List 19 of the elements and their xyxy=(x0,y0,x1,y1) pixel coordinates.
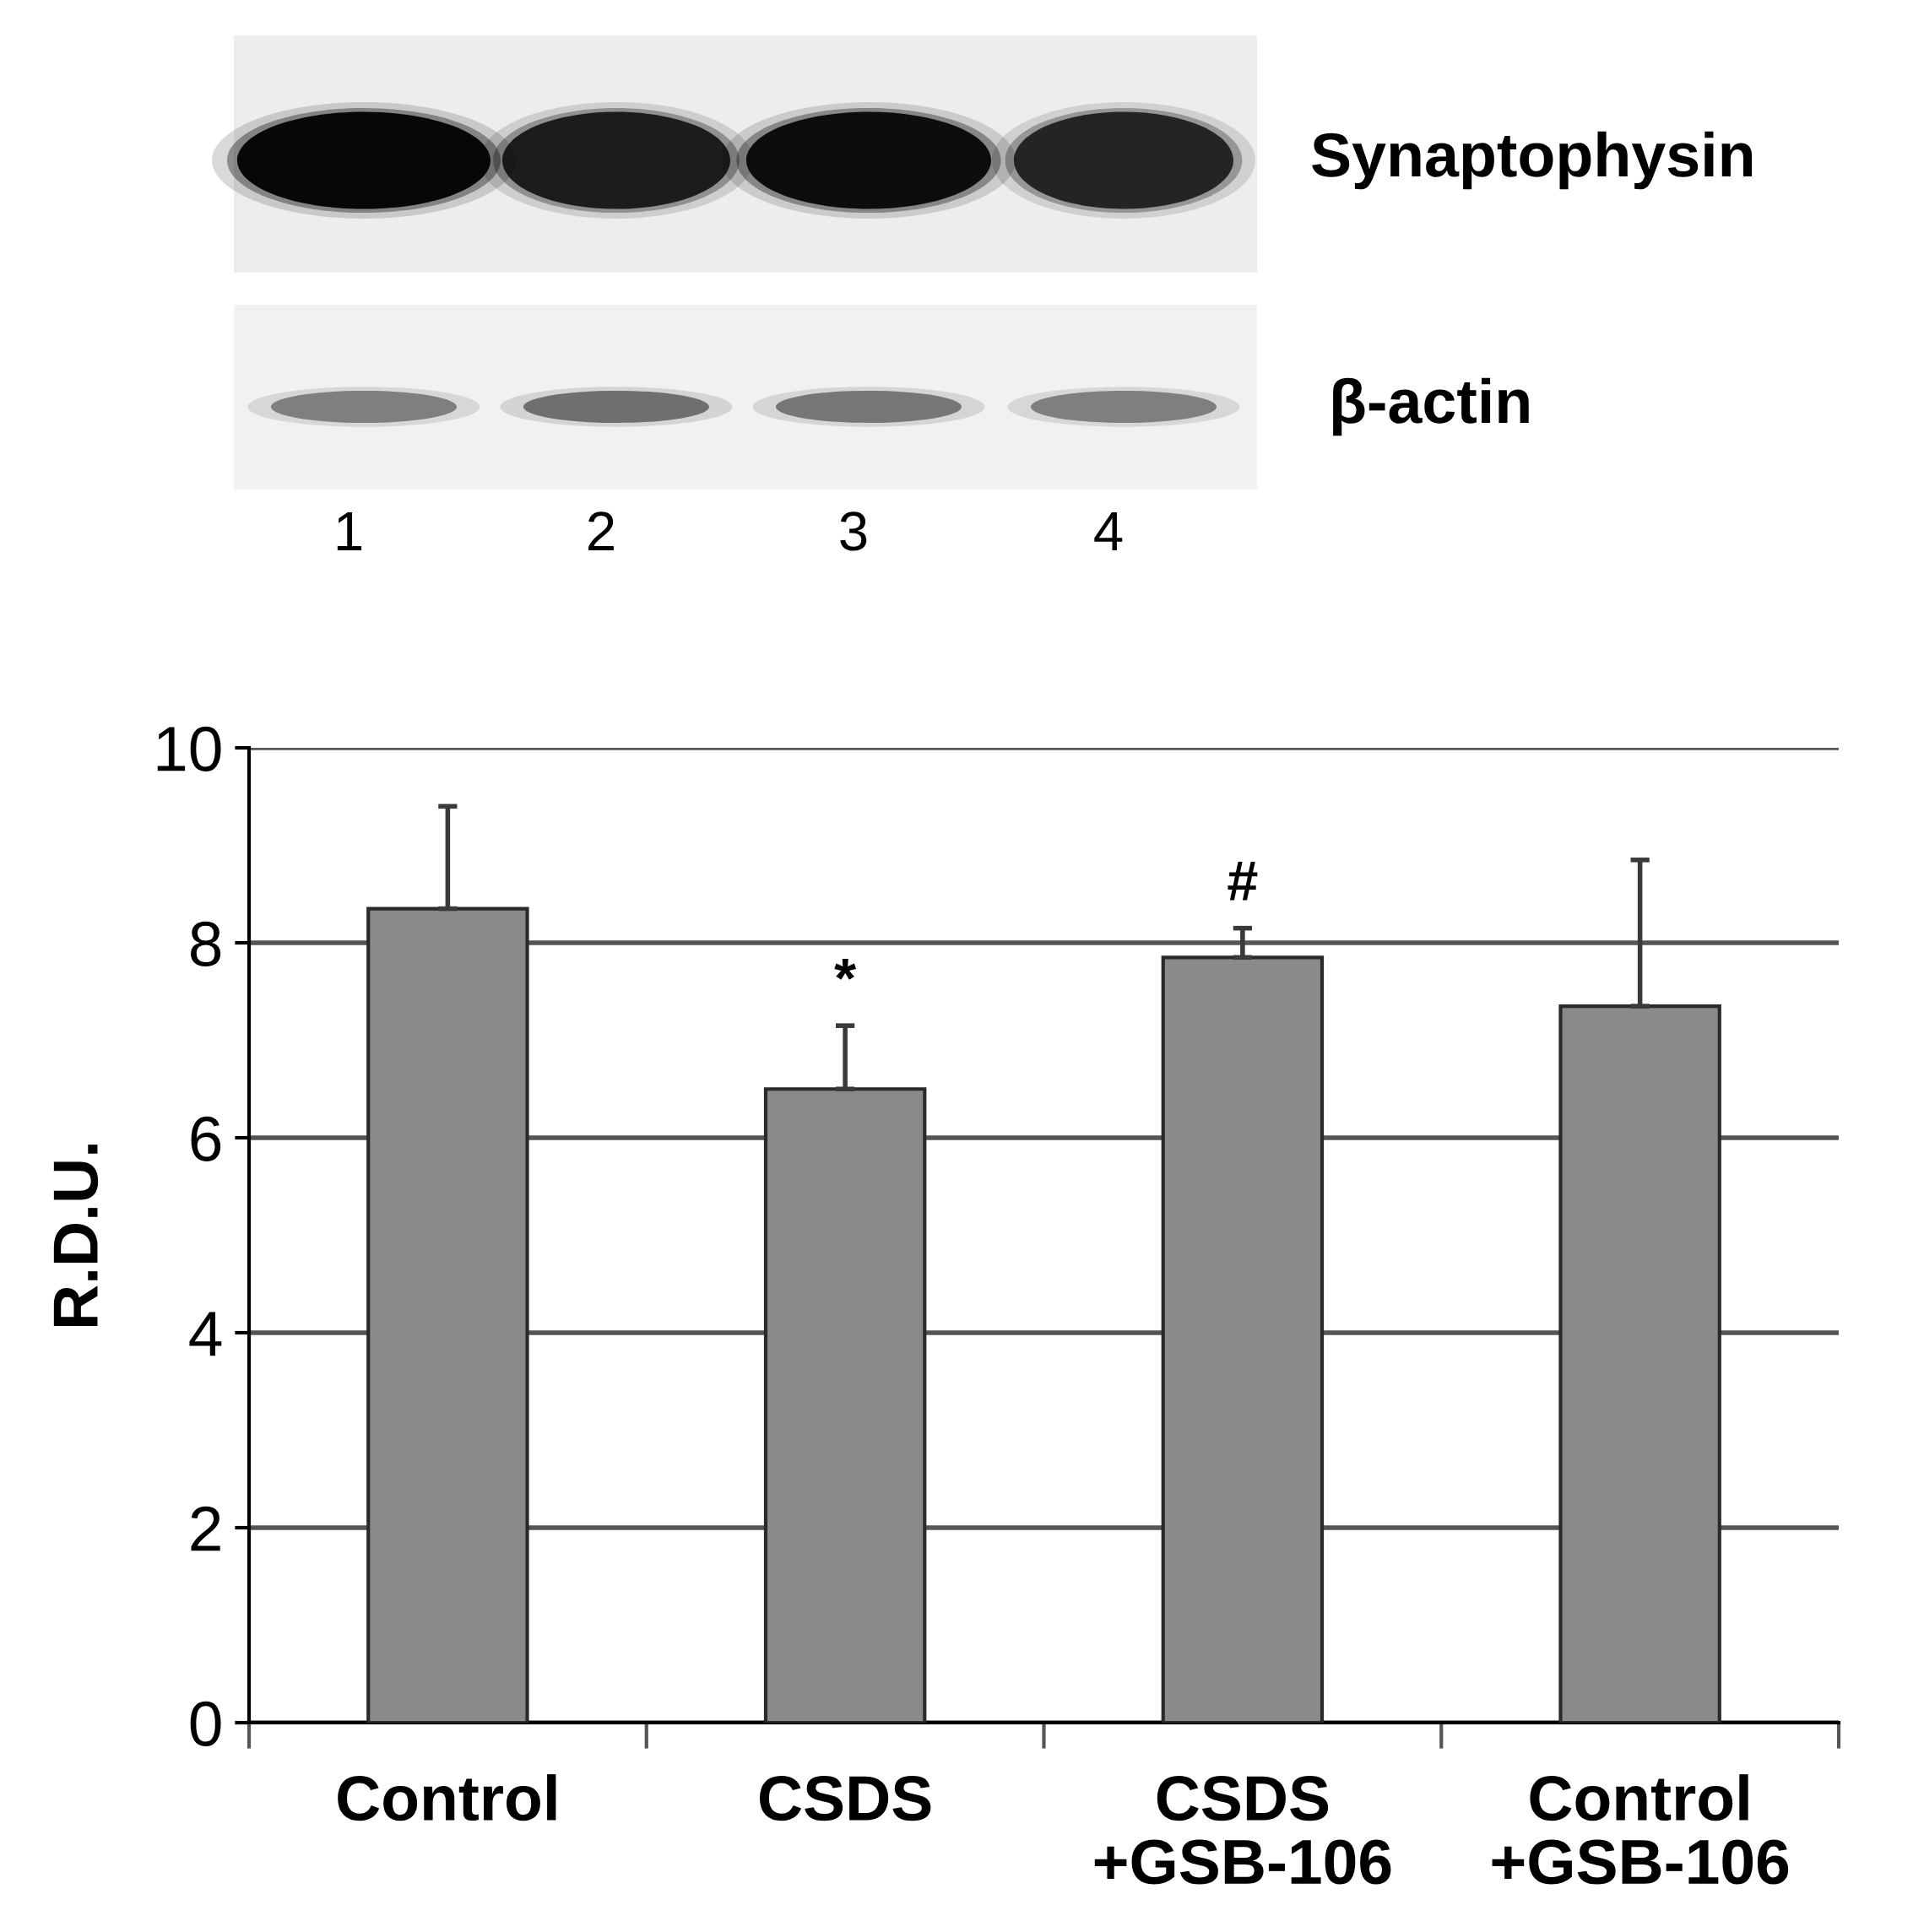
annotation: * xyxy=(834,959,857,980)
y-tick-label: 8 xyxy=(191,921,221,966)
text: β-actin xyxy=(1333,377,1529,436)
y-tick-label: 10 xyxy=(157,726,221,771)
text: 2 xyxy=(588,511,614,550)
text: 1 xyxy=(337,511,361,550)
x-tick-label: CSDS +GSB-106 xyxy=(1094,1776,1391,1885)
y-axis-title: R.D.U. xyxy=(53,1145,99,1326)
annotation: # xyxy=(1228,861,1258,901)
text: 3 xyxy=(840,511,867,551)
y-tick-label: 0 xyxy=(190,1701,221,1746)
x-tick-label: Control +GSB-106 xyxy=(1492,1774,1789,1885)
y-tick-label: 2 xyxy=(191,1506,220,1551)
text: Synaptophysin xyxy=(1312,131,1753,190)
text: 4 xyxy=(1094,511,1123,550)
y-tick-label: 6 xyxy=(191,1116,221,1161)
x-tick-label: CSDS xyxy=(760,1776,931,1821)
y-tick-label: 4 xyxy=(189,1312,222,1356)
x-tick-label: Control xyxy=(338,1774,556,1821)
